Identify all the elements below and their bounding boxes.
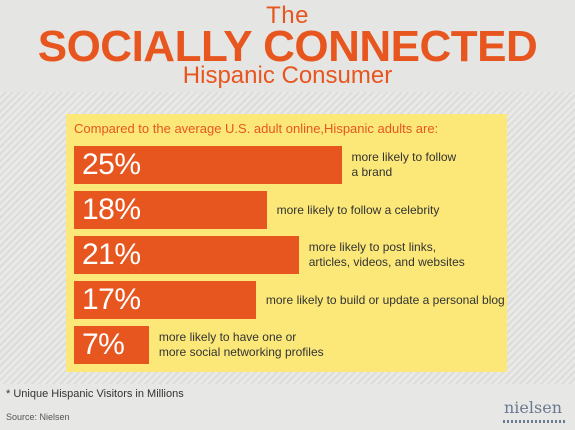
bar-value-label: 21% xyxy=(82,238,141,271)
chart-intro: Compared to the average U.S. adult onlin… xyxy=(74,121,439,136)
nielsen-logo: nielsen xyxy=(504,398,562,417)
source-note: Source: Nielsen xyxy=(6,412,70,422)
bar-value-label: 25% xyxy=(82,148,141,181)
bar-category-label: more likely to have one or more social n… xyxy=(158,330,324,359)
bar-category-label: more likely to post links, articles, vid… xyxy=(308,240,465,269)
bar-value-label: 17% xyxy=(82,283,141,316)
bar xyxy=(74,191,267,229)
bar xyxy=(74,281,256,319)
footnote: * Unique Hispanic Visitors in Millions xyxy=(6,388,184,400)
logo-dots xyxy=(503,420,567,423)
bar xyxy=(74,146,342,184)
bar-category-label: more likely to build or update a persona… xyxy=(265,292,505,307)
bar-value-label: 18% xyxy=(82,193,141,226)
bar-category-label: more likely to follow a celebrity xyxy=(276,202,440,217)
title-the: The xyxy=(266,2,309,29)
header: The SOCIALLY CONNECTED Hispanic Consumer xyxy=(0,0,575,92)
title-sub: Hispanic Consumer xyxy=(182,62,393,89)
bar xyxy=(74,326,149,364)
bar-value-label: 7% xyxy=(82,328,125,361)
title-main: SOCIALLY CONNECTED xyxy=(37,22,538,71)
bar-category-label: more likely to follow a brand xyxy=(351,150,457,179)
bar xyxy=(74,236,299,274)
